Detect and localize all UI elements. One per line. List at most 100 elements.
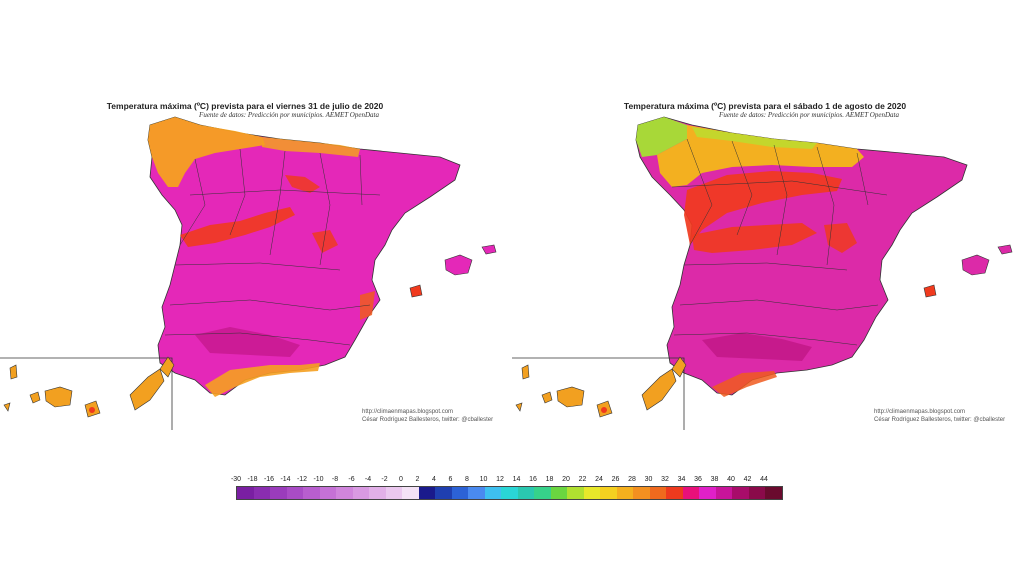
legend-swatch bbox=[237, 487, 254, 499]
canarias-inset-frame bbox=[512, 357, 685, 430]
legend-tick-label: 44 bbox=[760, 476, 768, 483]
legend-swatch bbox=[765, 487, 782, 499]
north-coast-warm-zone bbox=[657, 125, 864, 187]
north-coast-warm-zone bbox=[148, 117, 265, 187]
legend-tick-label: -4 bbox=[364, 476, 372, 483]
map-title-day1: Temperatura máxima (ºC) prevista para el… bbox=[106, 101, 384, 111]
province-borders bbox=[671, 138, 888, 346]
legend-tick-label: -14 bbox=[280, 476, 291, 483]
north-coast-green-band bbox=[692, 127, 817, 149]
legend-swatch bbox=[666, 487, 683, 499]
map-panel-day2: Temperatura máxima (ºC) prevista para el… bbox=[512, 95, 1022, 430]
legend-tick-label: -30 bbox=[230, 476, 242, 483]
spain-map-day2 bbox=[512, 116, 1013, 430]
legend-tick-label: -12 bbox=[296, 476, 308, 483]
hot-zone-east bbox=[312, 230, 338, 253]
galicia-cool-zone bbox=[636, 117, 687, 157]
ibiza bbox=[409, 284, 423, 298]
canary-islands bbox=[515, 356, 687, 418]
legend-tick-label: 6 bbox=[448, 476, 453, 483]
hot-zone-south-coast bbox=[712, 371, 777, 397]
legend-swatch bbox=[451, 487, 468, 499]
legend-swatch bbox=[732, 487, 749, 499]
legend-swatch bbox=[517, 487, 534, 499]
legend-labels: -30 -18 -16 -14 -12 -10 -8 -6 -4 -2 0 2 4 6 8 10 12 14 16 1… bbox=[230, 476, 792, 486]
hot-zone-duero bbox=[684, 171, 842, 245]
legend-tick-label: 42 bbox=[743, 476, 752, 483]
legend-swatch bbox=[286, 487, 303, 499]
hot-zone-central bbox=[180, 207, 295, 247]
legend-tick-label: 16 bbox=[529, 476, 537, 483]
canarias-inset-frame bbox=[0, 357, 173, 430]
legend-tick-label: -6 bbox=[348, 476, 355, 483]
legend-tick-label: 32 bbox=[661, 476, 669, 483]
mallorca bbox=[961, 254, 990, 276]
credits-day1: http://climaenmapas.blogspot.com César R… bbox=[362, 408, 493, 424]
canary-islands bbox=[3, 356, 175, 418]
legend-swatch bbox=[319, 487, 336, 499]
legend-swatch bbox=[418, 487, 435, 499]
map-title-day2: Temperatura máxima (ºC) prevista para el… bbox=[623, 101, 907, 111]
legend-tick-label: -8 bbox=[331, 476, 339, 483]
hot-zone-east bbox=[824, 223, 857, 253]
credit-url: http://climaenmapas.blogspot.com bbox=[874, 409, 966, 415]
legend-tick-label: 14 bbox=[512, 476, 521, 483]
map-panel-day1: Temperatura máxima (ºC) prevista para el… bbox=[0, 95, 510, 430]
legend-tick-label: 0 bbox=[399, 476, 403, 483]
legend-swatch bbox=[600, 487, 617, 499]
credits-day2: http://climaenmapas.blogspot.com César R… bbox=[874, 408, 1005, 424]
legend-swatch bbox=[633, 487, 650, 499]
credit-author: César Rodríguez Ballesteros, twitter: @c… bbox=[874, 417, 1006, 423]
legend-swatch bbox=[352, 487, 369, 499]
legend-tick-label: 24 bbox=[595, 476, 603, 483]
legend-swatch bbox=[649, 487, 666, 499]
legend-swatch bbox=[336, 487, 353, 499]
credit-author: César Rodríguez Ballesteros, twitter: @c… bbox=[362, 417, 494, 423]
hot-zone-south-coast bbox=[205, 363, 320, 397]
legend-tick-label: 36 bbox=[694, 476, 702, 483]
legend-tick-label: 38 bbox=[710, 476, 719, 483]
legend-tick-label: 10 bbox=[479, 476, 488, 483]
legend-swatch bbox=[682, 487, 699, 499]
legend-swatch bbox=[501, 487, 518, 499]
legend-swatch bbox=[699, 487, 716, 499]
legend-tick-label: -18 bbox=[247, 476, 258, 483]
legend-swatch bbox=[402, 487, 419, 499]
legend-swatch bbox=[385, 487, 402, 499]
hot-zone-central bbox=[692, 223, 817, 253]
menorca bbox=[481, 244, 497, 255]
legend-tick-label: 30 bbox=[644, 476, 653, 483]
legend-tick-label: -16 bbox=[263, 476, 275, 483]
legend-tick-label: -10 bbox=[313, 476, 324, 483]
spain-map-day1 bbox=[0, 116, 497, 430]
legend-swatch bbox=[567, 487, 584, 499]
menorca bbox=[997, 244, 1013, 255]
legend-tick-label: -2 bbox=[381, 476, 388, 483]
legend-swatch bbox=[748, 487, 765, 499]
legend-color-bar bbox=[236, 486, 783, 500]
map-source-day2: Fuente de datos: Predicción por municipi… bbox=[719, 111, 899, 119]
province-borders bbox=[164, 148, 381, 346]
legend-swatch bbox=[435, 487, 452, 499]
legend-swatch bbox=[715, 487, 732, 499]
credit-url: http://climaenmapas.blogspot.com bbox=[362, 409, 454, 415]
legend-tick-label: 4 bbox=[432, 476, 436, 483]
legend-swatch bbox=[484, 487, 501, 499]
gran-canaria-hot-spot bbox=[601, 407, 607, 413]
temperature-legend: -30 -18 -16 -14 -12 -10 -8 -6 -4 -2 0 2 4 6 8 10 12 14 16 1… bbox=[230, 476, 792, 506]
legend-tick-label: 40 bbox=[727, 476, 735, 483]
legend-tick-label: 20 bbox=[562, 476, 570, 483]
ibiza bbox=[923, 284, 937, 298]
legend-tick-label: 18 bbox=[545, 476, 554, 483]
legend-swatch bbox=[583, 487, 600, 499]
legend-swatch bbox=[534, 487, 551, 499]
legend-swatch bbox=[616, 487, 633, 499]
mallorca bbox=[444, 254, 473, 276]
hot-zone-guadalquivir bbox=[195, 327, 300, 357]
legend-swatch bbox=[369, 487, 386, 499]
legend-swatch bbox=[270, 487, 287, 499]
legend-tick-label: 26 bbox=[611, 476, 620, 483]
legend-tick-label: 34 bbox=[677, 476, 686, 483]
legend-swatch bbox=[303, 487, 320, 499]
north-coast-strip bbox=[262, 137, 360, 157]
